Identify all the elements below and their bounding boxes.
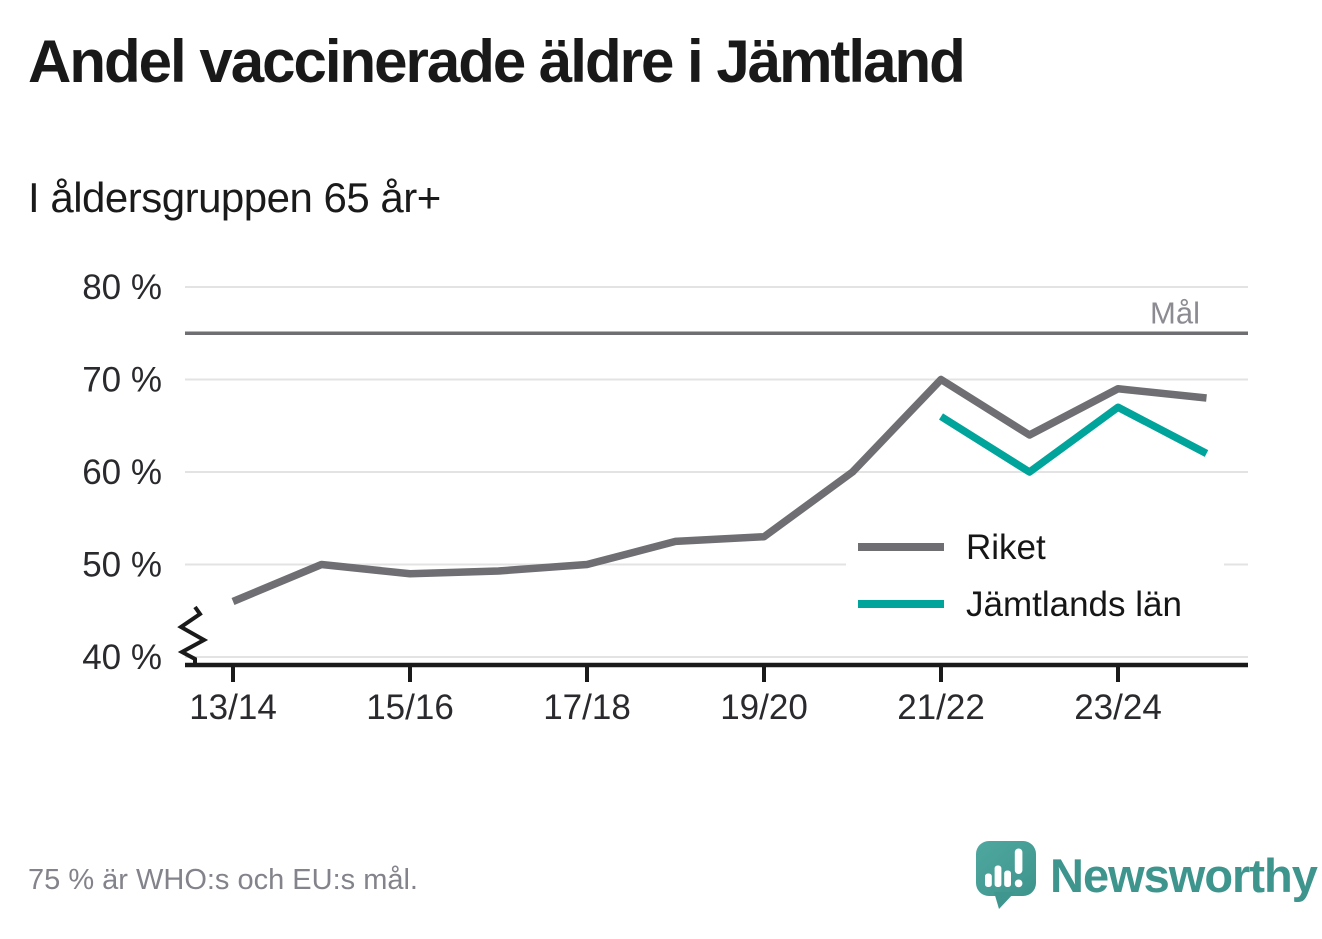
y-tick-label: 70 % xyxy=(82,361,162,400)
series-line-riket xyxy=(231,375,1207,605)
series-line-jamtlands-lan xyxy=(939,403,1209,476)
newsworthy-logo-icon xyxy=(976,841,1036,909)
y-tick-label: 60 % xyxy=(82,453,162,492)
legend-background xyxy=(846,514,1224,638)
x-tick-label: 17/18 xyxy=(543,688,631,727)
legend-label-riket: Riket xyxy=(966,528,1046,567)
page-title: Andel vaccinerade äldre i Jämtland xyxy=(28,28,966,95)
y-tick-label: 40 % xyxy=(82,638,162,677)
y-tick-label: 80 % xyxy=(82,268,162,307)
footnote: 75 % är WHO:s och EU:s mål. xyxy=(28,864,418,896)
legend-label-jamtlands-lan: Jämtlands län xyxy=(966,585,1182,624)
chart-subtitle: I åldersgruppen 65 år+ xyxy=(28,174,441,221)
brand-name: Newsworthy xyxy=(1050,848,1318,902)
x-tick-label: 13/14 xyxy=(189,688,277,727)
y-tick-label: 50 % xyxy=(82,546,162,585)
goal-label: Mål xyxy=(1150,295,1200,330)
axis-break-icon xyxy=(177,605,209,666)
brand: Newsworthy xyxy=(975,840,1318,910)
x-tick-label: 23/24 xyxy=(1074,688,1162,727)
x-tick-label: 21/22 xyxy=(897,688,985,727)
x-tick-label: 15/16 xyxy=(366,688,454,727)
x-tick-label: 19/20 xyxy=(720,688,808,727)
